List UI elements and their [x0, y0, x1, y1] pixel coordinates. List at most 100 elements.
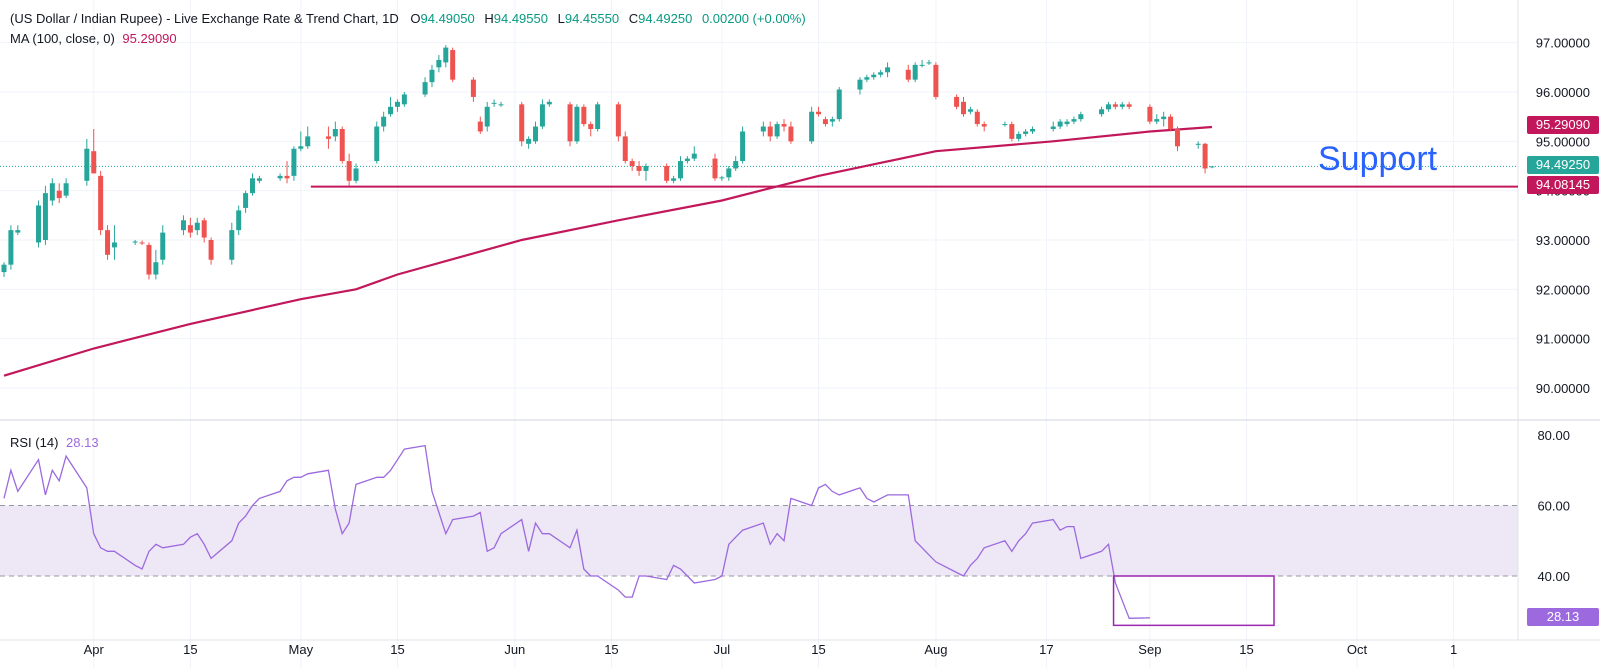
candle-body: [733, 161, 739, 169]
candle-down: [450, 47, 456, 83]
candle-up: [353, 163, 359, 184]
candle-body: [291, 148, 297, 176]
candle-up: [885, 62, 891, 78]
price-tick-label: 96.00000: [1536, 85, 1590, 100]
candle-up: [49, 178, 55, 206]
candle-body: [912, 64, 918, 80]
candle-body: [1174, 129, 1180, 147]
candle-up: [539, 99, 545, 129]
candle-up: [1154, 114, 1160, 125]
candle-down: [1174, 126, 1180, 152]
candle-up: [1, 262, 7, 277]
candle-up: [1023, 129, 1029, 137]
candle-body: [1078, 114, 1084, 120]
candle-up: [740, 126, 746, 164]
candle-down: [933, 62, 939, 100]
candle-body: [139, 242, 145, 244]
time-tick-label: 1: [1450, 642, 1457, 657]
support-annotation[interactable]: Support: [1318, 140, 1438, 178]
ma-legend[interactable]: MA (100, close, 0) 95.29090: [10, 31, 177, 46]
candle-body: [567, 104, 573, 142]
candle-body: [684, 158, 690, 162]
rsi-tick-label: 60.00: [1537, 499, 1570, 514]
candle-body: [36, 205, 42, 243]
candle-down: [767, 121, 773, 142]
close-value: 94.49250: [638, 11, 693, 26]
candle-body: [1030, 129, 1036, 132]
rsi-band: [0, 505, 1518, 577]
candle-body: [1168, 116, 1174, 129]
candle-up: [919, 59, 925, 68]
candle-up: [332, 121, 338, 142]
candle-body: [691, 153, 697, 159]
candle-body: [450, 50, 456, 80]
candle-body: [422, 82, 428, 95]
candle-body: [781, 124, 787, 127]
price-tick-label: 91.00000: [1536, 332, 1590, 347]
high-label: H: [484, 11, 494, 26]
candle-body: [960, 101, 966, 115]
candle-body: [256, 178, 262, 181]
candle-body: [1002, 124, 1008, 126]
candle-down: [615, 101, 621, 142]
time-tick-label: 15: [811, 642, 825, 657]
candle-body: [1016, 133, 1022, 139]
candle-up: [111, 225, 117, 260]
candle-down: [960, 96, 966, 117]
candle-up: [1050, 121, 1056, 132]
candle-up: [671, 175, 677, 184]
candle-up: [719, 175, 725, 181]
ma-value: 95.29090: [122, 31, 177, 46]
candle-down: [208, 237, 214, 265]
candle-down: [1202, 142, 1208, 174]
candle-down: [146, 242, 152, 280]
candle-up: [160, 225, 166, 265]
candle-up: [305, 126, 311, 149]
candle-body: [91, 151, 97, 174]
candle-up: [36, 200, 42, 248]
candle-up: [401, 92, 407, 107]
candle-down: [981, 121, 987, 132]
time-tick-label: 15: [183, 642, 197, 657]
candle-body: [153, 262, 159, 275]
candles-layer: [1, 45, 1215, 280]
candle-up: [443, 45, 449, 68]
rsi-legend[interactable]: RSI (14) 28.13: [10, 435, 99, 450]
candle-up: [498, 101, 504, 107]
time-tick-label: Oct: [1347, 642, 1368, 657]
candle-down: [712, 153, 718, 181]
price-tick-label: 93.00000: [1536, 233, 1590, 248]
candle-up: [429, 64, 435, 88]
candle-body: [788, 126, 794, 142]
candle-up: [374, 121, 380, 164]
price-tick-label: 92.00000: [1536, 282, 1590, 297]
candle-body: [712, 158, 718, 179]
time-tick-label: Aug: [924, 642, 947, 657]
candle-body: [1154, 119, 1160, 122]
candle-up: [15, 225, 21, 236]
candle-body: [498, 104, 504, 106]
candle-body: [1009, 124, 1015, 139]
candle-up: [132, 240, 138, 245]
candle-body: [774, 124, 780, 137]
candle-body: [394, 101, 400, 107]
rsi-value-tag: 28.13: [1527, 608, 1599, 626]
candle-down: [477, 116, 483, 134]
candle-body: [981, 124, 987, 127]
candle-body: [740, 131, 746, 162]
candle-down: [187, 217, 193, 238]
candle-body: [643, 166, 649, 171]
candle-body: [236, 210, 242, 231]
candle-up: [484, 101, 490, 132]
rsi-value: 28.13: [66, 435, 99, 450]
candle-up: [871, 72, 877, 80]
ma-label: MA (100, close, 0): [10, 31, 115, 46]
time-tick-label: 15: [1239, 642, 1253, 657]
candle-body: [533, 126, 539, 142]
candle-up: [84, 138, 90, 186]
candle-up: [1209, 166, 1215, 169]
candle-up: [1071, 116, 1077, 125]
symbol-title[interactable]: (US Dollar / Indian Rupee) - Live Exchan…: [10, 11, 399, 26]
